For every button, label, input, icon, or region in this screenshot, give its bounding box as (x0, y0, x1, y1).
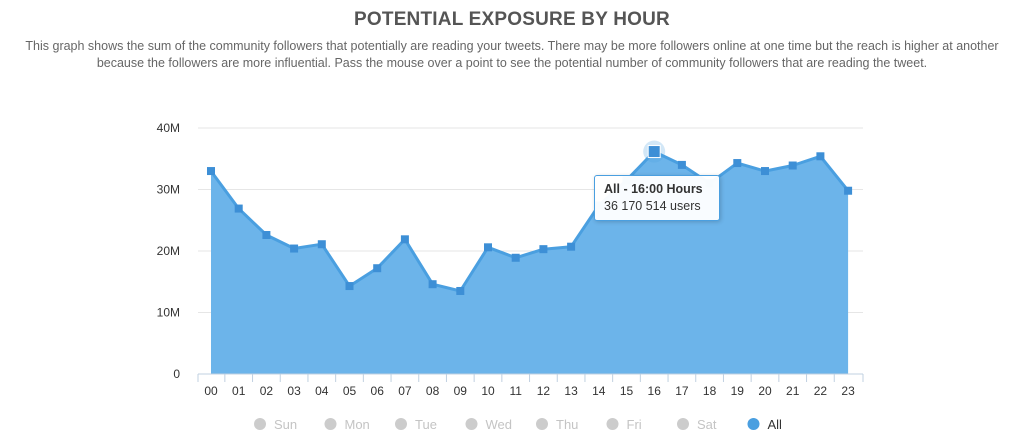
x-tick-label: 04 (315, 384, 329, 398)
data-point[interactable] (816, 152, 825, 161)
data-point[interactable] (317, 240, 326, 249)
legend-dot (395, 418, 407, 430)
y-tick-label: 20M (157, 244, 180, 258)
legend-item-fri[interactable]: Fri (606, 417, 642, 432)
x-tick-label: 09 (454, 384, 468, 398)
data-point[interactable] (539, 245, 548, 254)
series-line (209, 150, 850, 293)
data-point[interactable] (456, 286, 465, 295)
x-tick-label: 13 (564, 384, 578, 398)
legend-label: Thu (556, 417, 578, 432)
data-tooltip: All - 16:00 Hours 36 170 514 users (594, 175, 720, 221)
y-tick-label: 40M (157, 121, 180, 135)
x-tick-label: 01 (232, 384, 246, 398)
x-tick-label: 00 (204, 384, 218, 398)
legend: Sun Mon Tue Wed Thu Fri Sat All (254, 417, 782, 432)
legend-item-tue[interactable]: Tue (395, 417, 437, 432)
data-point[interactable] (234, 204, 243, 213)
legend-dot (677, 418, 689, 430)
legend-label: All (768, 417, 783, 432)
data-point[interactable] (207, 167, 215, 176)
x-tick-label: 21 (786, 384, 800, 398)
x-tick-label: 03 (287, 384, 301, 398)
legend-label: Tue (415, 417, 437, 432)
legend-dot (324, 418, 337, 430)
data-point[interactable] (373, 264, 382, 273)
legend-dot (254, 418, 266, 430)
x-tick-label: 19 (731, 384, 745, 398)
x-tick-label: 06 (371, 384, 385, 398)
x-tick-label: 23 (841, 384, 855, 398)
data-point[interactable] (484, 243, 492, 252)
x-tick-label: 12 (537, 384, 551, 398)
y-tick-label: 0 (173, 367, 180, 381)
data-point-highlighted[interactable] (647, 145, 661, 159)
chart-description: This graph shows the sum of the communit… (25, 39, 999, 70)
series-area (209, 150, 850, 374)
data-point[interactable] (733, 159, 742, 168)
tooltip-title: All - 16:00 Hours (604, 182, 703, 196)
tooltip-value: 36 170 514 users (604, 199, 701, 213)
x-tick-label: 17 (675, 384, 689, 398)
legend-label: Mon (345, 417, 370, 432)
x-tick-label: 05 (343, 384, 357, 398)
x-tick-label: 02 (260, 384, 274, 398)
y-tick-label: 10M (157, 306, 180, 320)
legend-item-mon[interactable]: Mon (324, 417, 370, 432)
x-tick-label: 15 (620, 384, 634, 398)
legend-dot (465, 418, 478, 430)
data-point[interactable] (400, 235, 409, 244)
data-point[interactable] (345, 282, 354, 291)
data-point[interactable] (788, 161, 797, 170)
data-point[interactable] (290, 244, 299, 253)
page-title: POTENTIAL EXPOSURE BY HOUR (354, 9, 670, 30)
legend-label: Sat (697, 417, 717, 432)
x-tick-label: 20 (758, 384, 772, 398)
series-area-fill (211, 151, 849, 374)
legend-label: Wed (486, 417, 513, 432)
legend-item-all[interactable]: All (747, 417, 783, 432)
legend-item-sun[interactable]: Sun (254, 417, 297, 432)
x-tick-label: 08 (426, 384, 440, 398)
legend-dot (606, 418, 619, 430)
legend-label: Sun (274, 417, 297, 432)
data-point[interactable] (262, 231, 271, 240)
x-tick-label: 14 (592, 384, 606, 398)
data-point[interactable] (428, 280, 437, 289)
legend-label: Fri (627, 417, 642, 432)
data-point[interactable] (761, 167, 769, 176)
legend-item-sat[interactable]: Sat (677, 417, 717, 432)
x-tick-label: 10 (481, 384, 495, 398)
x-tick-label: 18 (703, 384, 717, 398)
data-point[interactable] (567, 242, 576, 251)
data-point[interactable] (677, 160, 686, 169)
legend-item-thu[interactable]: Thu (536, 417, 578, 432)
legend-item-wed[interactable]: Wed (465, 417, 513, 432)
legend-dot (536, 418, 548, 430)
x-tick-label: 16 (648, 384, 662, 398)
data-point[interactable] (511, 253, 520, 262)
x-tick-label: 07 (398, 384, 412, 398)
axes: 0 10M 20M 30M 40M 00 01 02 03 04 05 06 07 08 09 10 11 12 1… (157, 121, 864, 398)
x-tick-label: 22 (814, 384, 828, 398)
data-point[interactable] (844, 186, 853, 195)
x-tick-label: 11 (509, 384, 522, 398)
y-tick-label: 30M (157, 183, 180, 197)
legend-dot (747, 418, 760, 430)
